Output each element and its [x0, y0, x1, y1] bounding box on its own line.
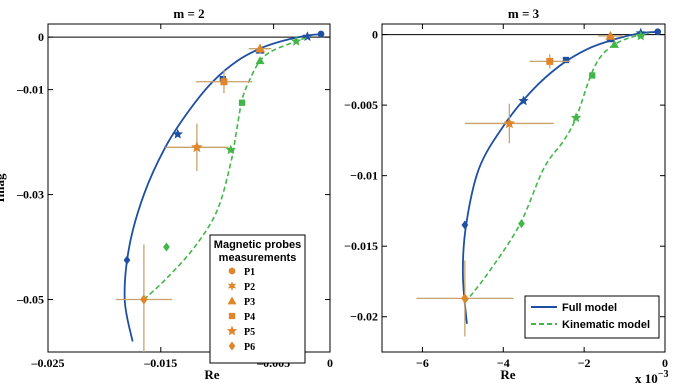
chart-title: m = 3	[508, 6, 540, 21]
probe-point-p5	[464, 103, 554, 144]
series-marker-star	[291, 35, 302, 46]
probe-point-p6	[115, 244, 173, 352]
series-line	[143, 35, 310, 301]
series-marker-star	[570, 112, 582, 123]
y-tick-label: –0.01	[16, 83, 44, 97]
legend-label-p5: P5	[244, 327, 255, 338]
legend-title: measurements	[219, 252, 297, 264]
series-line	[123, 33, 323, 342]
y-tick-label: –0.05	[16, 293, 44, 307]
probe-point-p4	[195, 70, 253, 94]
probe-point-p3	[598, 30, 623, 40]
y-axis-label: Imag	[0, 173, 7, 202]
x-tick-label: 0	[662, 356, 668, 370]
y-tick-label: –0.03	[16, 188, 44, 202]
legend-marker-p4	[228, 312, 236, 320]
legend-box	[209, 234, 306, 364]
x-tick-label: –0.025	[31, 356, 65, 370]
probe-point-p6	[416, 260, 514, 337]
probe-marker-p4	[546, 57, 554, 65]
x-tick-label: −2	[578, 356, 591, 370]
legend-label-p4: P4	[244, 312, 255, 323]
chart-m3: m = 3 −6 −4 −2 0 0 −0.005 −0.01 −0.015 −0.02 Re x 1…	[344, 6, 668, 386]
x-axis-label: Re	[500, 367, 515, 382]
probe-marker-p4	[220, 78, 228, 86]
y-tick-label: −0.01	[350, 169, 378, 183]
x-scale-label: x 10−3	[635, 369, 668, 386]
series-kinematic-model	[464, 30, 649, 304]
legend-marker-p1	[228, 267, 236, 275]
x-tick-label: −6	[416, 356, 429, 370]
series-marker-square	[589, 72, 596, 79]
legend-models: Full model Kinematic model	[524, 295, 660, 339]
x-scale-exponent: −3	[658, 369, 669, 380]
y-tick-label: −0.02	[350, 310, 378, 324]
probe-marker-p6	[140, 294, 148, 305]
y-tick-label: 0	[38, 30, 44, 44]
series-marker-square	[562, 56, 570, 64]
chart-m2: m = 2–0.025–0.015–0.00500–0.01–0.03–0.05…	[0, 6, 333, 382]
series-marker-square	[238, 99, 246, 106]
series-kinematic-model	[143, 35, 310, 301]
series-marker-triangle	[609, 39, 619, 48]
series-marker-star	[172, 128, 183, 139]
series-line	[461, 30, 659, 324]
y-tick-label: −0.015	[344, 239, 378, 253]
chart-title: m = 2	[173, 6, 204, 21]
x-scale-base: x 10	[635, 371, 658, 386]
probe-point-p4	[529, 54, 570, 69]
x-tick-label: –0.015	[143, 356, 177, 370]
series-marker-star	[302, 31, 313, 41]
x-axis-label: Re	[204, 367, 219, 382]
y-tick-label: 0	[372, 28, 378, 42]
probe-point-p3	[248, 43, 272, 54]
probe-marker-p6	[461, 293, 469, 304]
series-marker-star	[635, 30, 646, 41]
legend-marker-p3	[227, 296, 237, 305]
legend-marker-p2	[227, 281, 237, 291]
series-marker-circle	[654, 28, 662, 36]
probe-point-p5	[165, 123, 229, 171]
legend-label-p3: P3	[244, 297, 255, 308]
legend-label-p1: P1	[244, 267, 255, 278]
legend-marker-p6	[228, 341, 236, 351]
plot-area	[115, 30, 325, 352]
legend-marker-p5	[226, 325, 238, 336]
probe-marker-p3	[605, 30, 616, 40]
probe-marker-p5	[191, 141, 203, 153]
legend-label-dashed: Kinematic model	[562, 319, 650, 331]
x-tick-label: −4	[497, 356, 510, 370]
series-magnetic-probes-measurements	[115, 43, 272, 352]
plot-area	[416, 27, 662, 337]
legend-title: Magnetic probes	[214, 239, 301, 251]
series-marker-circle	[317, 30, 325, 38]
legend-label-p6: P6	[244, 342, 255, 353]
series-marker-diamond	[163, 242, 170, 252]
series-marker-triangle	[255, 56, 265, 65]
series-marker-diamond	[123, 255, 131, 265]
probe-marker-p5	[503, 117, 516, 129]
y-tick-label: −0.005	[344, 98, 378, 112]
series-marker-star	[518, 95, 529, 106]
x-tick-label: 0	[327, 356, 333, 370]
series-full-model	[461, 27, 662, 324]
legend-label-solid: Full model	[562, 302, 617, 314]
series-magnetic-probes-measurements	[416, 30, 623, 337]
series-marker-diamond	[518, 219, 525, 229]
series-marker-diamond	[461, 220, 469, 230]
legend-label-p2: P2	[244, 282, 255, 293]
legend-box	[524, 295, 660, 339]
probe-marker-p3	[255, 43, 266, 53]
series-line	[464, 32, 649, 304]
series-marker-star	[225, 144, 236, 155]
